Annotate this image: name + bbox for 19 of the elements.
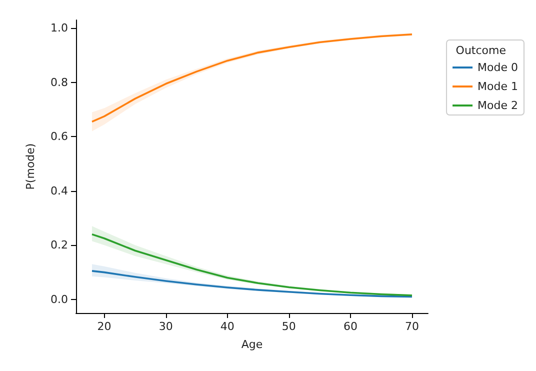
y-axis-title: P(mode) <box>24 143 37 190</box>
x-tick-label: 70 <box>405 320 419 333</box>
y-tick-label: 0.4 <box>50 184 68 198</box>
x-tick-label: 50 <box>282 320 296 333</box>
legend-label: Mode 2 <box>478 99 518 112</box>
y-tick-label: 0.6 <box>50 130 68 144</box>
x-tick-label: 40 <box>220 320 234 333</box>
x-axis-title: Age <box>241 338 263 351</box>
legend-label: Mode 0 <box>478 61 518 74</box>
y-tick-label: 0.2 <box>50 238 68 252</box>
line-series <box>91 270 413 298</box>
y-tick-label: 0.0 <box>50 292 68 306</box>
y-tick-label: 0.8 <box>50 76 68 89</box>
x-tick-label: 30 <box>158 320 173 333</box>
legend-title: Outcome <box>456 44 506 57</box>
x-tick-label: 20 <box>97 320 112 333</box>
legend-label: Mode 1 <box>478 80 518 93</box>
x-tick-label: 60 <box>343 320 358 333</box>
y-tick-label: 1.0 <box>50 22 68 35</box>
